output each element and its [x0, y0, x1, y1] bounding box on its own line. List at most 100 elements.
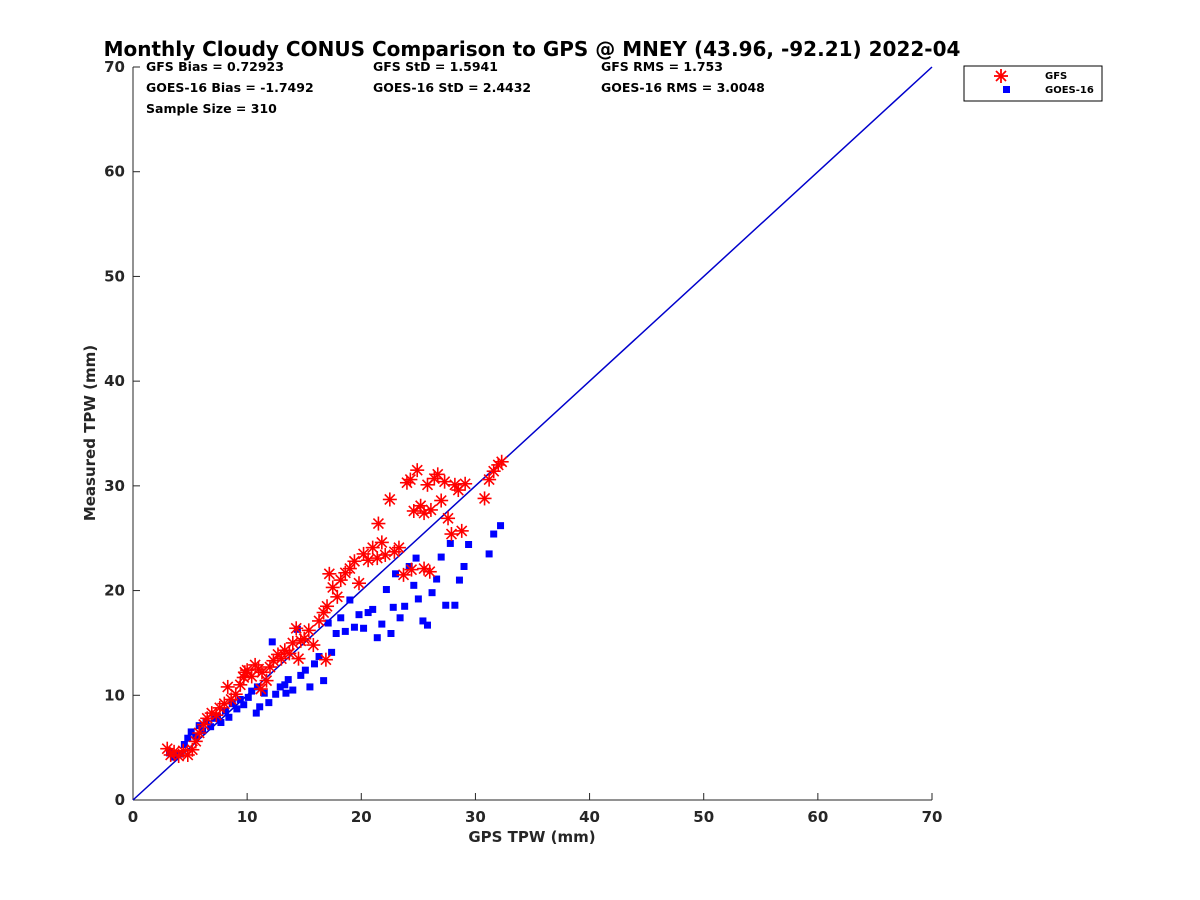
gfs-point [458, 476, 473, 491]
legend: GFS GOES-16 [963, 65, 1103, 102]
gfs-point [266, 653, 281, 668]
gfs-point [477, 491, 492, 506]
goes16-point [306, 683, 314, 691]
x-tick-label: 0 [128, 808, 138, 826]
goes16-point [465, 540, 473, 548]
gfs-point [441, 511, 456, 526]
goes16-point [382, 586, 390, 594]
stat-goes-std: GOES-16 StD = 2.4432 [373, 80, 531, 95]
goes16-point [364, 609, 372, 617]
chart-title: Monthly Cloudy CONUS Comparison to GPS @… [104, 37, 961, 61]
goes16-point [297, 671, 305, 679]
goes16-point [396, 614, 404, 622]
goes16-point [289, 686, 297, 694]
goes16-point [221, 707, 229, 715]
goes16-point [207, 723, 215, 731]
gfs-point [320, 599, 335, 614]
goes16-point [195, 722, 203, 730]
goes16-point [350, 623, 358, 631]
stat-gfs-rms: GFS RMS = 1.753 [601, 59, 723, 74]
gfs-point [361, 553, 376, 568]
stat-gfs-std: GFS StD = 1.5941 [373, 59, 498, 74]
y-tick-label: 0 [115, 791, 125, 809]
gfs-point [356, 546, 371, 561]
goes16-point [225, 713, 233, 721]
gfs-point [396, 567, 411, 582]
legend-gfs-marker-icon [994, 69, 1008, 83]
goes16-point [485, 550, 493, 558]
gfs-point [410, 463, 425, 478]
gfs-point [404, 562, 419, 577]
gfs-point [374, 535, 389, 550]
gfs-point [347, 554, 362, 569]
plot-area [132, 67, 932, 801]
goes16-point [378, 620, 386, 628]
gfs-point [382, 492, 397, 507]
gfs-point [423, 502, 438, 517]
goes16-point [252, 709, 260, 717]
x-axis-label: GPS TPW (mm) [468, 828, 595, 846]
goes16-point [199, 727, 207, 735]
goes16-point [346, 596, 354, 604]
series-goes16 [166, 522, 505, 761]
stat-goes-rms: GOES-16 RMS = 3.0048 [601, 80, 765, 95]
goes16-point [373, 634, 381, 642]
series-gfs [160, 454, 509, 764]
y-tick-label: 30 [104, 477, 125, 495]
goes16-point [423, 621, 431, 629]
gfs-point [437, 474, 452, 489]
goes16-point [248, 687, 256, 695]
goes16-point [419, 617, 427, 625]
stat-sample-size: Sample Size = 310 [146, 101, 277, 116]
gfs-point [228, 687, 243, 702]
goes16-point [446, 539, 454, 547]
gfs-point [391, 540, 406, 555]
x-tick-label: 60 [807, 808, 828, 826]
goes16-point [332, 630, 340, 638]
goes16-point [324, 619, 332, 627]
gfs-point [333, 573, 348, 588]
gfs-point [285, 635, 300, 650]
gfs-point [365, 540, 380, 555]
gfs-point [403, 472, 418, 487]
x-tick-label: 50 [693, 808, 714, 826]
goes16-point [265, 699, 273, 707]
goes16-point [228, 700, 236, 708]
gfs-point [444, 527, 459, 542]
x-tick-label: 40 [579, 808, 600, 826]
goes16-point [253, 683, 261, 691]
gfs-point [312, 613, 327, 628]
goes16-point [180, 741, 188, 749]
y-tick-label: 10 [104, 686, 125, 704]
goes16-point [387, 630, 395, 638]
goes16-point [233, 705, 241, 713]
gfs-point [318, 652, 333, 667]
goes16-point [392, 570, 400, 578]
gfs-point [282, 646, 297, 661]
x-axis-ticks: 0 10 20 30 40 50 60 70 [128, 793, 942, 826]
goes16-point [315, 653, 323, 661]
goes16-point [442, 601, 450, 609]
goes16-point [301, 666, 309, 674]
goes16-point [341, 627, 349, 635]
x-tick-label: 30 [465, 808, 486, 826]
goes16-point [284, 676, 292, 684]
gfs-point [352, 576, 367, 591]
goes16-point [240, 701, 248, 709]
gfs-point [289, 621, 304, 636]
gfs-point [417, 561, 432, 576]
goes16-point [451, 601, 459, 609]
goes16-point [414, 595, 422, 603]
gfs-point [306, 638, 321, 653]
goes16-point [437, 553, 445, 561]
stat-gfs-bias: GFS Bias = 0.72923 [146, 59, 284, 74]
gfs-point [451, 483, 466, 498]
gfs-point [253, 682, 268, 697]
goes16-point [320, 677, 328, 685]
legend-goes-marker-icon [1003, 86, 1010, 93]
goes16-point [433, 575, 441, 583]
goes16-point [272, 690, 280, 698]
gfs-point [301, 623, 316, 638]
gfs-point [342, 561, 357, 576]
goes16-point [244, 693, 252, 701]
